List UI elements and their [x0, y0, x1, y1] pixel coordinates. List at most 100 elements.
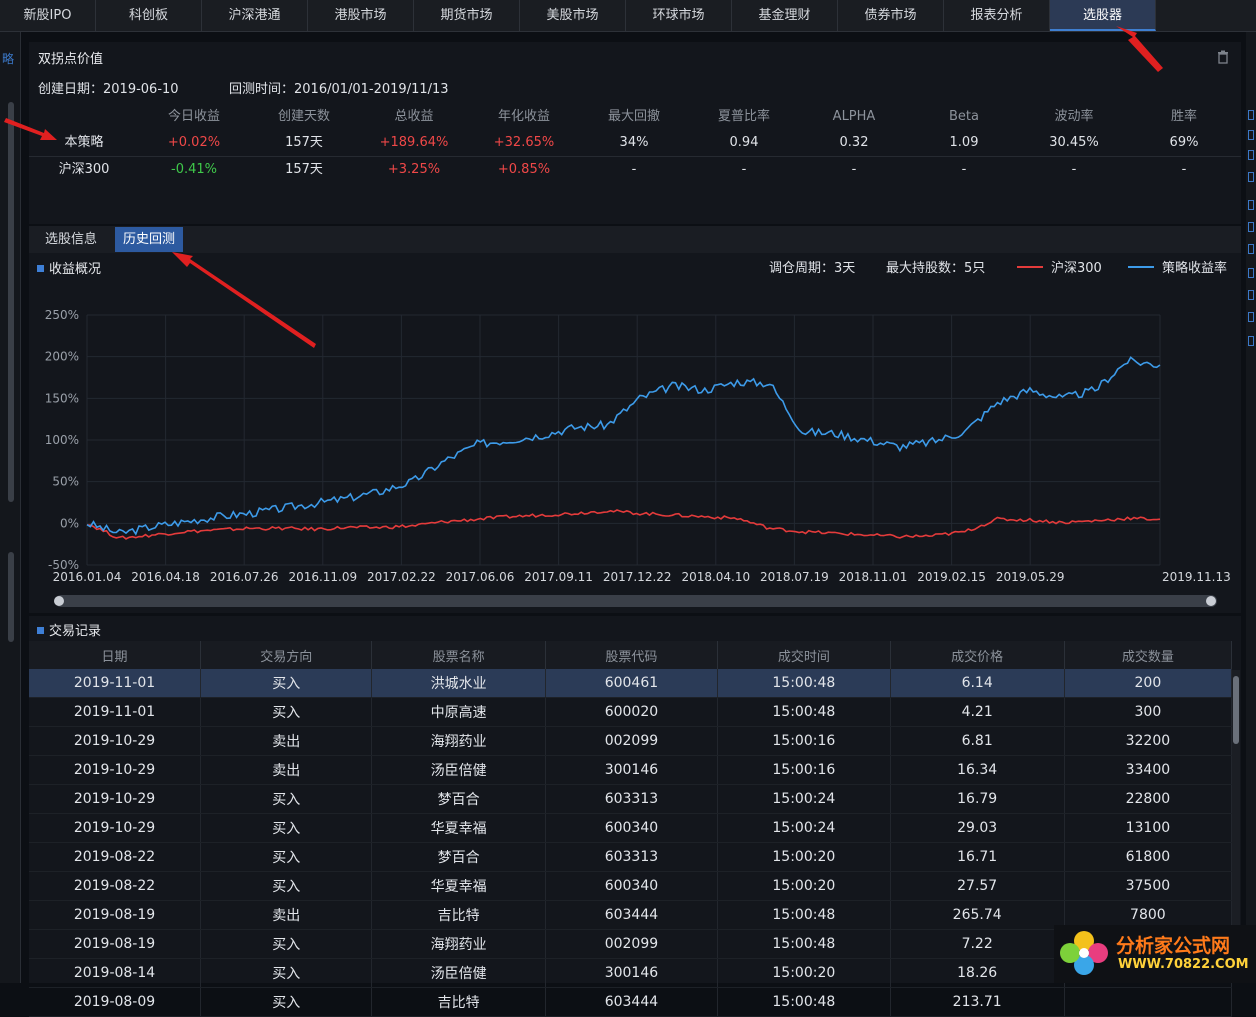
right-marker-icon[interactable] [1248, 222, 1254, 232]
watermark-url: WWW.70822.COM [1118, 957, 1249, 972]
trade-row[interactable]: 2019-08-09 买入 吉比特 603444 15:00:48 213.71 [29, 987, 1233, 1017]
trade-cell: 16.34 [890, 755, 1065, 785]
trade-row[interactable]: 2019-10-29 卖出 海翔药业 002099 15:00:16 6.81 32200 [29, 726, 1233, 756]
right-marker-icon[interactable] [1248, 336, 1254, 346]
trade-col-header[interactable]: 日期 [29, 641, 202, 669]
stats-cell: - [1071, 162, 1077, 177]
nav-tab-10[interactable]: 选股器 [1050, 0, 1156, 31]
trade-col-header[interactable]: 成交时间 [717, 641, 891, 669]
trade-cell: 15:00:20 [717, 958, 891, 988]
trade-cell: 37500 [1064, 871, 1233, 901]
right-marker-icon[interactable] [1248, 244, 1254, 254]
trade-col-header[interactable]: 成交价格 [890, 641, 1065, 669]
nav-tab-3[interactable]: 港股市场 [308, 0, 414, 31]
trade-row[interactable]: 2019-11-01 买入 中原高速 600020 15:00:48 4.21 300 [29, 697, 1233, 727]
trade-col-header[interactable]: 股票代码 [545, 641, 719, 669]
stats-cell: +0.85% [497, 162, 551, 177]
stats-cell: 30.45% [1049, 135, 1099, 150]
nav-tab-2[interactable]: 沪深港通 [202, 0, 308, 31]
nav-tab-9[interactable]: 报表分析 [944, 0, 1050, 31]
x-tick-label: 2019.02.15 [917, 570, 986, 584]
trade-scrollbar[interactable] [1232, 670, 1240, 983]
stats-cell: 34% [619, 135, 649, 150]
trade-row[interactable]: 2019-11-01 买入 洪城水业 600461 15:00:48 6.14 200 [29, 669, 1233, 698]
stats-cell: 157天 [285, 162, 323, 177]
right-marker-icon[interactable] [1248, 172, 1254, 182]
trade-row[interactable]: 2019-08-22 买入 梦百合 603313 15:00:20 16.71 61800 [29, 842, 1233, 872]
trade-cell: 买入 [200, 813, 373, 843]
trade-row[interactable]: 2019-10-29 买入 梦百合 603313 15:00:24 16.79 22800 [29, 784, 1233, 814]
trade-cell: 300146 [545, 958, 719, 988]
right-marker-icon[interactable] [1248, 130, 1254, 140]
trade-cell: 600020 [545, 697, 719, 727]
nav-tab-4[interactable]: 期货市场 [414, 0, 520, 31]
trade-col-header[interactable]: 股票名称 [371, 641, 546, 669]
left-sidebar-label: 略 [2, 52, 15, 66]
trash-icon[interactable] [1217, 50, 1229, 64]
trade-cell: 15:00:16 [717, 755, 891, 785]
trade-cell: 海翔药业 [371, 726, 546, 756]
slider-end-handle[interactable] [1206, 596, 1216, 606]
y-tick-label: -50% [48, 558, 79, 572]
trade-cell: 2019-11-01 [29, 697, 202, 727]
trade-cell: 200 [1064, 669, 1233, 698]
right-marker-icon[interactable] [1248, 150, 1254, 160]
y-tick-label: 100% [45, 433, 79, 447]
right-marker-icon[interactable] [1248, 312, 1254, 322]
trade-cell: 买入 [200, 784, 373, 814]
trade-row[interactable]: 2019-10-29 买入 华夏幸福 600340 15:00:24 29.03 13100 [29, 813, 1233, 843]
nav-tab-6[interactable]: 环球市场 [626, 0, 732, 31]
stats-cell: 69% [1169, 135, 1199, 150]
rebalance-period: 调仓周期：3天 [769, 261, 856, 276]
trade-cell: 600340 [545, 871, 719, 901]
trade-row[interactable]: 2019-08-22 买入 华夏幸福 600340 15:00:20 27.57 37500 [29, 871, 1233, 901]
x-tick-label: 2017.12.22 [603, 570, 672, 584]
max-holdings: 最大持股数：5只 [886, 261, 986, 276]
x-tick-label: 2016.04.18 [131, 570, 200, 584]
trade-cell: 华夏幸福 [371, 871, 546, 901]
nav-tab-8[interactable]: 债券市场 [838, 0, 944, 31]
trade-cell: 2019-10-29 [29, 755, 202, 785]
trade-cell: 4.21 [890, 697, 1065, 727]
right-marker-icon[interactable] [1248, 110, 1254, 120]
trade-row[interactable]: 2019-08-19 卖出 吉比特 603444 15:00:48 265.74 7800 [29, 900, 1233, 930]
tab-history-backtest[interactable]: 历史回测 [115, 227, 184, 252]
left-scrollbar-top[interactable] [8, 102, 14, 502]
x-tick-label: 2019.05.29 [996, 570, 1065, 584]
nav-tab-7[interactable]: 基金理财 [732, 0, 838, 31]
trade-col-header[interactable]: 交易方向 [200, 641, 373, 669]
right-marker-icon[interactable] [1248, 268, 1254, 278]
left-scrollbar-bottom[interactable] [8, 552, 14, 642]
created-date: 创建日期：2019-06-10 [38, 82, 179, 97]
trade-cell: 卖出 [200, 755, 373, 785]
trade-cell: 2019-10-29 [29, 813, 202, 843]
performance-chart-panel: 收益概况 调仓周期：3天 最大持股数：5只 沪深300 策略收益率 250% 20… [29, 253, 1241, 613]
trades-section-title: 交易记录 [37, 620, 101, 639]
trade-col-header[interactable]: 成交数量 [1064, 641, 1233, 669]
chart-range-slider[interactable] [54, 595, 1217, 607]
right-marker-icon[interactable] [1248, 200, 1254, 210]
x-tick-label: 2017.06.06 [446, 570, 515, 584]
nav-tab-1[interactable]: 科创板 [96, 0, 202, 31]
right-marker-icon[interactable] [1248, 290, 1254, 300]
trade-cell: 18.26 [890, 958, 1065, 988]
tab-stock-info[interactable]: 选股信息 [45, 232, 98, 247]
trade-cell: 买入 [200, 842, 373, 872]
trade-cell: 吉比特 [371, 900, 546, 930]
trade-cell: 买入 [200, 697, 373, 727]
slider-start-handle[interactable] [54, 596, 64, 606]
nav-tab-5[interactable]: 美股市场 [520, 0, 626, 31]
watermark-logo: 分析家公式网 WWW.70822.COM [1054, 925, 1256, 983]
trade-cell: 300146 [545, 755, 719, 785]
watermark-name: 分析家公式网 [1116, 935, 1231, 957]
nav-tab-0[interactable]: 新股IPO [0, 0, 96, 31]
trade-cell: 300 [1064, 697, 1233, 727]
x-tick-label: 2019.11.13 [1162, 570, 1231, 584]
trade-cell: 15:00:48 [717, 669, 891, 698]
trade-row[interactable]: 2019-10-29 卖出 汤臣倍健 300146 15:00:16 16.34 33400 [29, 755, 1233, 785]
trade-cell: 2019-08-22 [29, 871, 202, 901]
stats-table: 今日收益 创建天数 总收益 年化收益 最大回撤 夏普比率 ALPHA Beta 波动率 胜率 本策略… [29, 104, 1241, 183]
trade-cell: 2019-08-09 [29, 987, 202, 1017]
